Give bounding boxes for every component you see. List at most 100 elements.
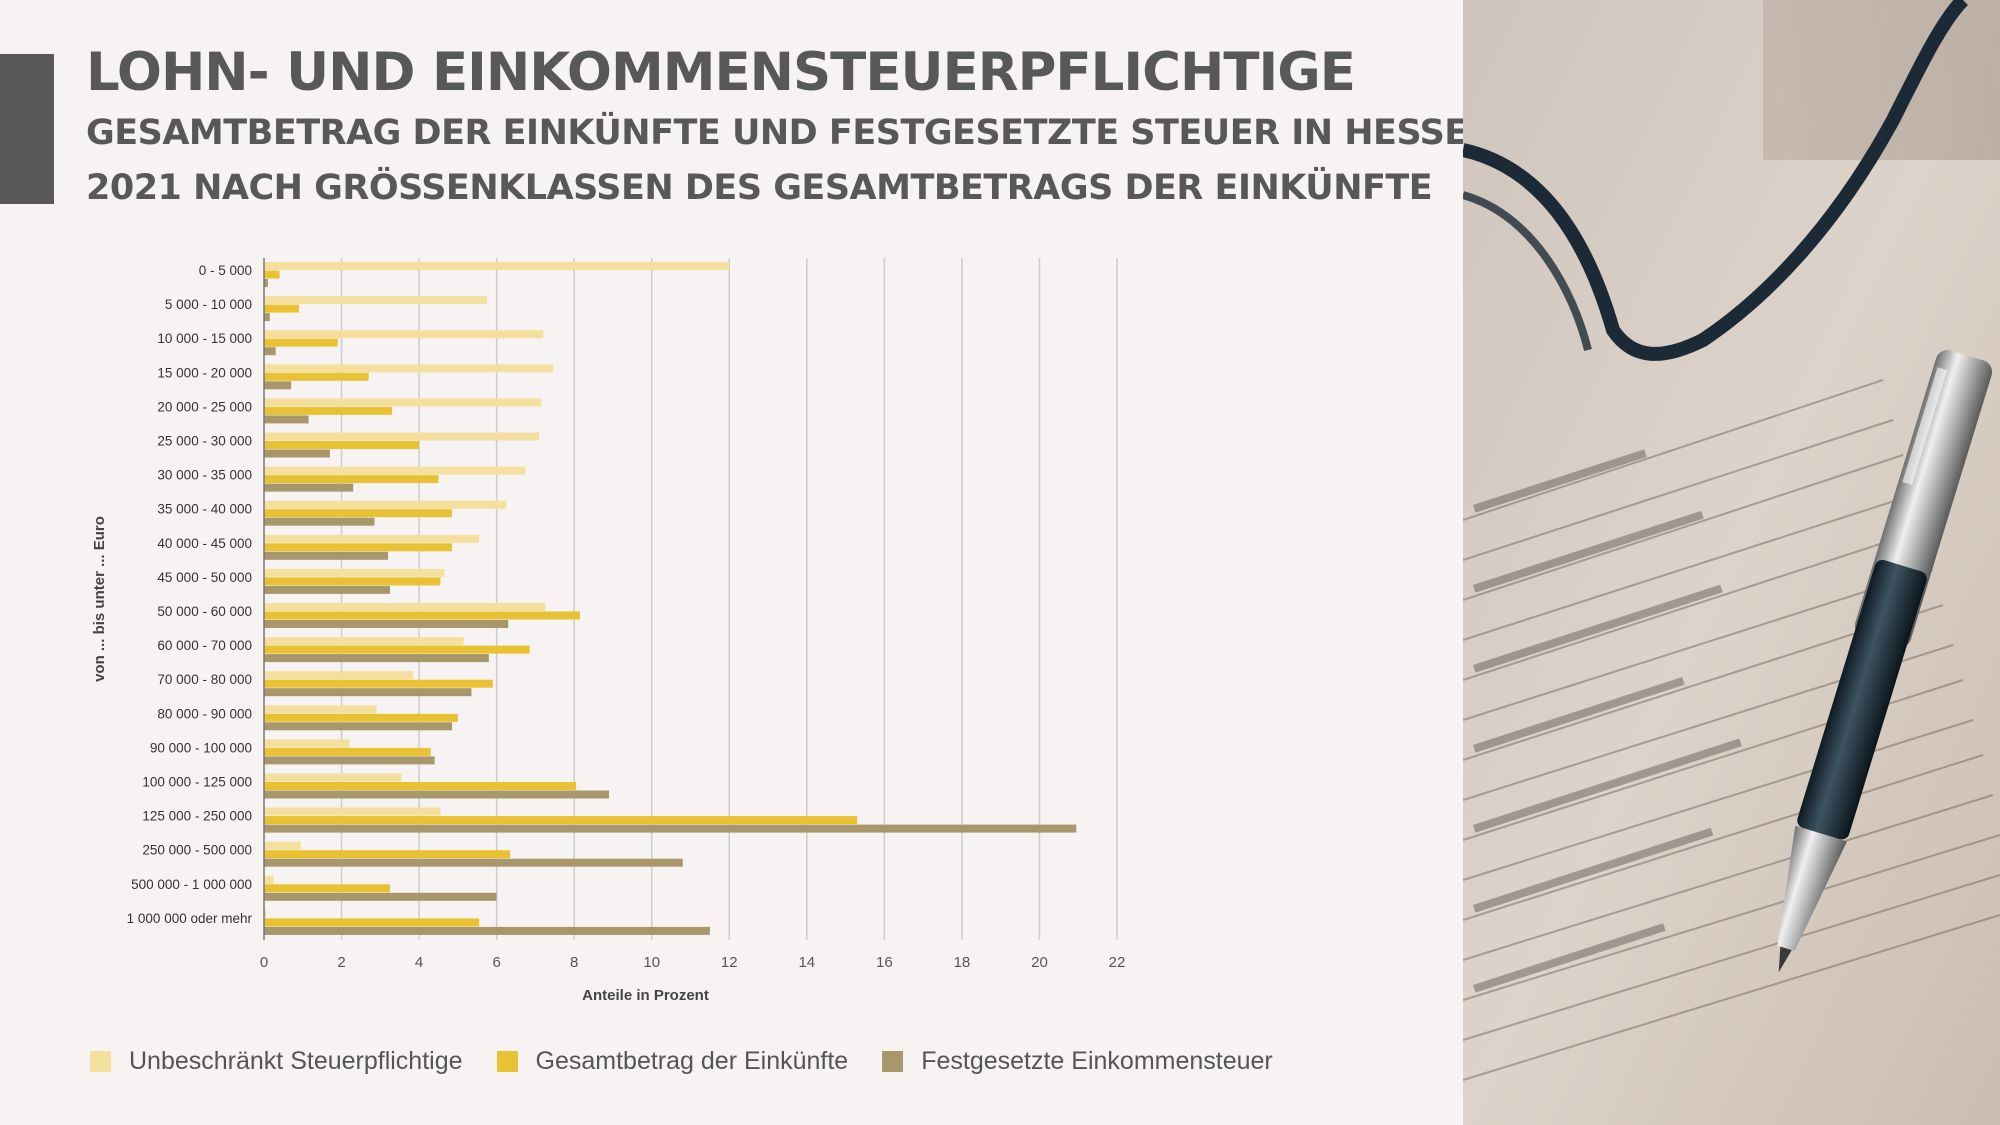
bar-1: [264, 739, 350, 748]
y-tick-label: 10 000 - 15 000: [157, 331, 252, 346]
bar-2: [264, 850, 511, 859]
bar-1: [264, 262, 730, 270]
y-tick-label: 40 000 - 45 000: [157, 536, 252, 551]
legend-label-1: Unbeschränkt Steuerpflichtige: [129, 1047, 463, 1075]
bar-3: [264, 722, 453, 731]
y-tick-label: 50 000 - 60 000: [157, 604, 252, 619]
legend-label-2: Gesamtbetrag der Einkünfte: [535, 1047, 849, 1075]
x-tick-label: 6: [492, 954, 500, 971]
bar-3: [264, 313, 270, 322]
bar-1: [264, 875, 274, 884]
legend-swatch-3: [882, 1051, 904, 1072]
y-tick-label: 500 000 - 1 000 000: [131, 877, 252, 892]
bar-3: [264, 688, 472, 697]
bar-3: [264, 483, 354, 492]
x-tick-label: 4: [415, 954, 423, 971]
bar-1: [264, 671, 414, 680]
bar-2: [264, 577, 441, 586]
y-axis-title: von ... bis unter ... Euro: [91, 516, 108, 682]
bar-1: [264, 705, 377, 714]
x-tick-label: 0: [260, 954, 268, 971]
bar-2: [264, 372, 369, 381]
y-tick-label: 70 000 - 80 000: [157, 672, 252, 687]
bar-1: [264, 466, 526, 475]
y-tick-label: 125 000 - 250 000: [142, 809, 252, 824]
bar-1: [264, 364, 553, 373]
bar-3: [264, 620, 509, 628]
bar-2: [264, 918, 480, 927]
bar-1: [264, 773, 402, 782]
bar-3: [264, 756, 435, 765]
chart-legend: Unbeschränkt Steuerpflichtige Gesamtbetr…: [90, 1047, 1307, 1076]
y-tick-label: 80 000 - 90 000: [157, 706, 252, 721]
bar-3: [264, 517, 375, 526]
bar-2: [264, 406, 392, 415]
bar-3: [264, 858, 683, 867]
bar-1: [264, 841, 301, 850]
bar-3: [264, 585, 391, 594]
legend-item-3: Festgesetzte Einkommensteuer: [882, 1047, 1273, 1076]
y-tick-label: 90 000 - 100 000: [150, 740, 252, 755]
bar-2: [264, 645, 530, 654]
y-tick-label: 30 000 - 35 000: [157, 468, 252, 483]
accent-bar: [0, 54, 54, 204]
page-subtitle-line-1: GESAMTBETRAG DER EINKÜNFTE UND FESTGESET…: [86, 113, 1497, 153]
x-tick-label: 22: [1109, 954, 1126, 971]
bar-1: [264, 603, 546, 611]
y-tick-label: 15 000 - 20 000: [157, 365, 252, 380]
x-tick-label: 2: [337, 954, 345, 971]
x-tick-label: 16: [876, 954, 893, 971]
bar-3: [264, 415, 309, 424]
legend-swatch-1: [90, 1051, 111, 1072]
x-tick-label: 10: [643, 954, 660, 971]
bar-1: [264, 568, 445, 577]
y-tick-label: 35 000 - 40 000: [157, 502, 252, 517]
bar-2: [264, 475, 439, 484]
bar-3: [264, 347, 276, 356]
x-axis-title: Anteile in Prozent: [582, 987, 709, 1004]
bar-chart: 0 2 4 6 8 10 12 14 16 18 20 22 0 - 5 000 5 000 - 10 0…: [91, 258, 1126, 1004]
bar-1: [264, 909, 266, 918]
bar-3: [264, 892, 497, 901]
bar-2: [264, 679, 493, 688]
bar-2: [264, 338, 338, 347]
bar-1: [264, 500, 507, 509]
y-tick-label: 20 000 - 25 000: [157, 399, 252, 414]
y-tick-label: 5 000 - 10 000: [165, 297, 252, 312]
y-tick-label: 250 000 - 500 000: [142, 843, 252, 858]
y-tick-label: 60 000 - 70 000: [157, 638, 252, 653]
bar-2: [264, 270, 280, 279]
y-tick-label: 25 000 - 30 000: [157, 434, 252, 449]
bar-1: [264, 296, 487, 305]
bar-3: [264, 551, 389, 560]
y-tick-label: 0 - 5 000: [199, 263, 252, 278]
bar-3: [264, 654, 489, 663]
y-tick-label: 100 000 - 125 000: [142, 775, 252, 790]
bar-2: [264, 441, 420, 449]
bar-3: [264, 790, 610, 799]
bar-2: [264, 611, 580, 620]
bar-3: [264, 926, 710, 935]
bar-2: [264, 304, 299, 313]
bar-3: [264, 381, 292, 390]
title-block: LOHN- UND EINKOMMENSTEUERPFLICHTIGE GESA…: [86, 40, 1497, 216]
legend-item-2: Gesamtbetrag der Einkünfte: [496, 1047, 849, 1076]
x-tick-label: 12: [721, 954, 738, 971]
bar-2: [264, 713, 458, 722]
page-title: LOHN- UND EINKOMMENSTEUERPFLICHTIGE: [86, 42, 1356, 103]
legend-swatch-2: [496, 1051, 518, 1072]
y-tick-label: 1 000 000 oder mehr: [127, 911, 253, 926]
bar-1: [264, 330, 544, 339]
legend-label-3: Festgesetzte Einkommensteuer: [921, 1047, 1273, 1075]
bar-2: [264, 782, 577, 790]
x-tick-label: 18: [954, 954, 971, 971]
bar-1: [264, 432, 540, 441]
bar-1: [264, 807, 441, 816]
bar-2: [264, 816, 858, 825]
bar-3: [264, 824, 1077, 833]
legend-item-1: Unbeschränkt Steuerpflichtige: [90, 1047, 463, 1076]
x-tick-label: 8: [570, 954, 578, 971]
bar-2: [264, 543, 453, 552]
x-tick-label: 14: [798, 954, 815, 971]
x-tick-label: 20: [1031, 954, 1048, 971]
